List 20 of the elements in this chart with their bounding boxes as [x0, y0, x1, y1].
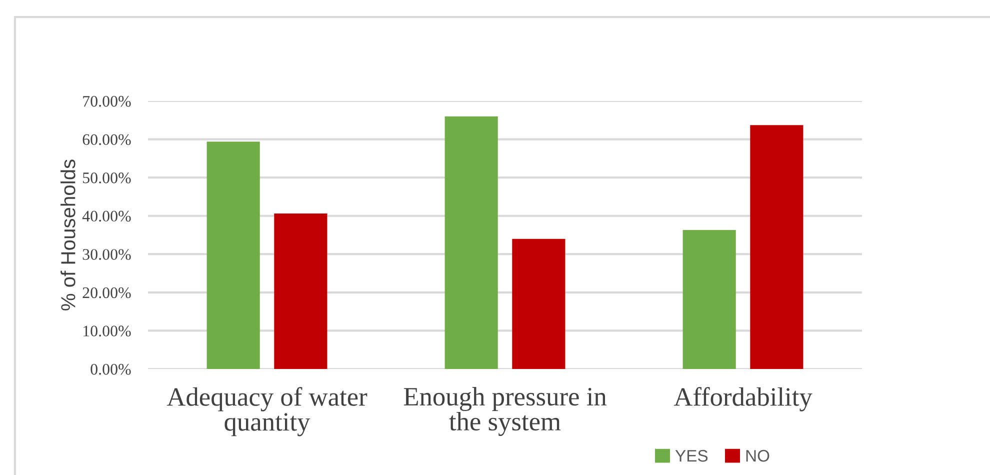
- y-tick-label: 70.00%: [83, 96, 131, 107]
- bar: [274, 214, 328, 369]
- y-tick-label: 40.00%: [82, 210, 131, 222]
- legend-label: YES: [675, 450, 708, 462]
- y-axis-title: % of Households: [60, 160, 76, 310]
- x-tick-label: Affordability: [674, 387, 812, 412]
- bar: [444, 116, 498, 369]
- y-tick-label: 20.00%: [82, 287, 131, 298]
- y-tick-label: 0.00%: [90, 364, 131, 375]
- bar: [206, 142, 260, 369]
- x-tick-label: Enough pressure in the system: [404, 387, 606, 436]
- bar: [682, 230, 736, 369]
- y-tick-label: 30.00%: [82, 249, 131, 260]
- x-tick-label: Adequacy of water quantity: [166, 387, 368, 436]
- y-tick-label: 10.00%: [83, 326, 131, 336]
- bar: [512, 238, 566, 369]
- bar: [750, 125, 804, 369]
- y-tick-label: 60.00%: [82, 134, 131, 146]
- legend-label: NO: [746, 450, 770, 462]
- y-tick-label: 50.00%: [83, 172, 131, 184]
